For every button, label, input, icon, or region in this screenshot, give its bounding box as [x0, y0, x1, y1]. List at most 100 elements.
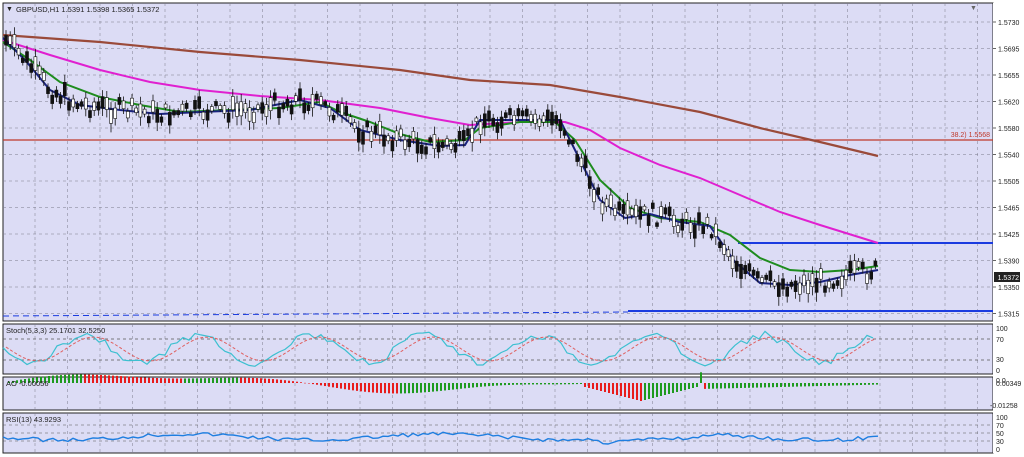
ao-bar: [240, 377, 242, 383]
candle-body: [398, 128, 403, 138]
ao-bar: [116, 375, 118, 383]
ao-bar: [436, 383, 438, 392]
candle-body: [314, 93, 319, 100]
chart-dropdown-icon[interactable]: ▼: [6, 6, 13, 13]
ao-bar: [184, 378, 186, 383]
candle-body: [382, 134, 386, 147]
ao-bar: [548, 383, 550, 385]
ao-bar: [196, 378, 198, 383]
candle-body: [340, 103, 344, 116]
ao-bar: [236, 377, 238, 383]
candle-body: [625, 200, 630, 216]
candle-body: [319, 96, 323, 105]
ao-bar: [740, 383, 742, 388]
ao-bar: [636, 383, 638, 400]
candle-body: [79, 101, 84, 107]
stochastic-pane[interactable]: [2, 323, 994, 375]
ao-bar: [868, 383, 870, 385]
ao-bar: [484, 383, 486, 387]
ao-bar: [628, 383, 630, 398]
candle-body: [348, 116, 353, 124]
candle-body: [142, 108, 147, 115]
ao-bar: [824, 383, 826, 386]
ao-bar: [168, 378, 170, 383]
candle-body: [541, 115, 546, 123]
ao-bar: [256, 378, 258, 383]
ao-bar: [112, 375, 114, 383]
candle-body: [638, 206, 643, 220]
candle-body: [20, 57, 25, 63]
ao-bar: [780, 383, 782, 387]
ao-bar: [212, 378, 214, 383]
candle-body: [755, 271, 760, 279]
candlestick-series[interactable]: [4, 27, 878, 306]
candle-body: [289, 104, 294, 115]
candle-body: [335, 104, 340, 113]
ao-bar: [372, 383, 374, 393]
candle-body: [92, 101, 96, 111]
candle-body: [432, 134, 437, 149]
candle-body: [520, 110, 525, 117]
ao-bar: [700, 372, 702, 383]
candle-body: [604, 198, 609, 207]
dashed-trend-line[interactable]: [2, 311, 629, 317]
candle-body: [419, 144, 424, 154]
candle-body: [823, 285, 827, 293]
ao-bar: [708, 383, 710, 389]
candle-body: [491, 117, 496, 127]
ao-bar: [276, 379, 278, 383]
candle-body: [869, 271, 874, 280]
candle-body: [692, 224, 697, 239]
candle-body: [58, 95, 63, 104]
ao-bar: [760, 383, 762, 388]
price-tick-label: 1.5465: [998, 206, 1020, 213]
candle-body: [512, 115, 517, 126]
ao-bar: [844, 383, 846, 386]
candle-body: [587, 176, 592, 189]
scroll-marker-icon[interactable]: ▼: [970, 5, 977, 12]
main-price-pane[interactable]: [2, 2, 994, 322]
candle-body: [29, 63, 34, 73]
ao-bar: [516, 383, 518, 385]
candle-body: [151, 100, 155, 113]
ao-bar: [176, 378, 178, 383]
ao-bar: [368, 383, 370, 393]
ao-bar: [336, 383, 338, 388]
candle-body: [411, 130, 416, 140]
ao-bar: [448, 383, 450, 391]
candle-body: [293, 95, 298, 102]
stoch-signal-line: [5, 336, 877, 362]
ao-bar: [332, 383, 334, 388]
ao-bar: [504, 383, 506, 386]
ao-bar: [688, 383, 690, 389]
candle-body: [361, 131, 365, 145]
ao-bar: [472, 383, 474, 388]
candle-body: [524, 108, 529, 117]
candle-body: [499, 116, 504, 129]
ao-bar: [12, 380, 14, 383]
ao-bar: [764, 383, 766, 388]
candle-body: [327, 107, 332, 117]
ao-bar: [544, 383, 546, 385]
candle-body: [718, 241, 722, 248]
price-tick-label: 1.5540: [998, 153, 1020, 160]
ao-bar: [420, 383, 422, 393]
candle-body: [713, 223, 718, 237]
candle-body: [768, 270, 773, 282]
candle-body: [277, 106, 281, 119]
ao-bar: [488, 383, 490, 387]
ao-bar: [424, 383, 426, 393]
candle-body: [642, 205, 647, 211]
ao-bar: [852, 383, 854, 386]
current-price-label: 1.5372: [998, 275, 1020, 282]
ao-bar: [496, 383, 498, 386]
ao-bar: [632, 383, 634, 399]
awesome-oscillator-pane[interactable]: [2, 376, 994, 411]
ao-bar: [52, 375, 54, 383]
candle-body: [214, 101, 218, 107]
candle-body: [176, 110, 180, 116]
candle-body: [264, 104, 269, 117]
ao-bar: [656, 383, 658, 397]
ao-bar: [836, 383, 838, 386]
